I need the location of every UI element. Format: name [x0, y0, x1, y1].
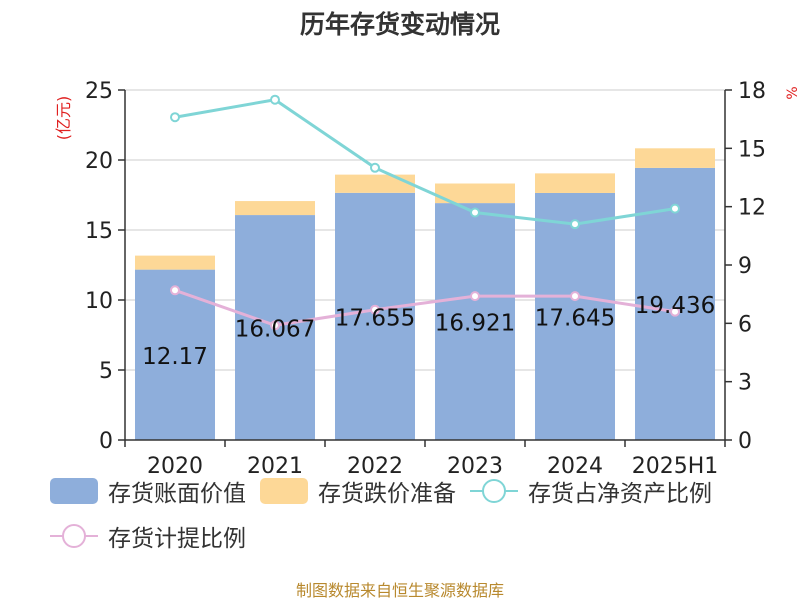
bars-layer	[135, 148, 715, 440]
line-point	[570, 291, 580, 302]
bar-value-label: 16.067	[235, 317, 315, 343]
legend-label: 存货账面价值	[108, 480, 246, 507]
bar-impairment	[435, 183, 515, 204]
x-tick-label: 2022	[347, 454, 403, 479]
bar-book-value	[335, 192, 415, 440]
data-source-footer: 制图数据来自恒生聚源数据库	[295, 581, 504, 600]
line-point	[170, 285, 180, 296]
left-tick-label: 5	[99, 359, 113, 384]
bar-book-value	[135, 269, 215, 440]
legend-item-provision-ratio[interactable]: 存货计提比例	[50, 519, 246, 553]
bar-book-value	[535, 192, 615, 440]
legend-line-marker-icon	[50, 523, 98, 549]
chart-title: 历年存货变动情况	[300, 10, 500, 39]
legend-item-book-value[interactable]: 存货账面价值	[50, 474, 246, 508]
legend-line-marker-icon	[470, 478, 518, 504]
bar-value-label: 12.17	[142, 344, 208, 370]
line-series-0	[174, 98, 676, 226]
right-tick-label: 0	[738, 429, 752, 454]
bar-value-label: 19.436	[635, 293, 715, 319]
x-tick-label: 2021	[247, 454, 303, 479]
right-tick-label: 3	[738, 371, 752, 396]
line-point	[170, 112, 180, 123]
line-point	[670, 306, 680, 317]
x-tick-label: 2020	[147, 454, 203, 479]
right-tick-label: 12	[738, 196, 766, 221]
y-axis-right-unit: %	[785, 86, 800, 99]
legend-item-net-asset-ratio[interactable]: 存货占净资产比例	[470, 474, 712, 508]
axes: 0 5 10 15 20 25 0 3 6 9 12 15 18 2020 2021 2022 2023 2024…	[54, 79, 800, 479]
bar-impairment	[235, 201, 315, 216]
line-point	[470, 207, 480, 218]
line-point	[270, 320, 280, 331]
bar-impairment	[635, 148, 715, 168]
line-series-1	[174, 288, 676, 327]
bar-impairment	[535, 173, 615, 193]
line-point	[370, 162, 380, 173]
bar-impairment	[335, 174, 415, 193]
y-axis-left-unit: (亿元)	[54, 96, 73, 141]
left-tick-label: 25	[85, 79, 113, 104]
grid-lines	[125, 89, 725, 371]
legend-swatch-impairment	[260, 477, 308, 504]
legend: 存货账面价值 存货跌价准备 存货占净资产比例 存货计提比例	[50, 468, 790, 558]
bar-value-label: 16.921	[435, 311, 515, 337]
legend-label: 存货计提比例	[108, 525, 246, 552]
x-tick-label: 2023	[447, 454, 503, 479]
legend-item-impairment[interactable]: 存货跌价准备	[260, 474, 456, 508]
x-tick-label: 2024	[547, 454, 603, 479]
legend-label: 存货跌价准备	[318, 480, 456, 507]
left-tick-label: 15	[85, 219, 113, 244]
right-tick-label: 6	[738, 312, 752, 337]
right-tick-label: 9	[738, 254, 752, 279]
line-point	[670, 203, 680, 214]
bar-book-value	[435, 203, 515, 440]
x-tick-label: 2025H1	[632, 454, 719, 479]
lines-layer	[170, 94, 680, 331]
left-tick-label: 10	[85, 289, 113, 314]
right-tick-label: 18	[738, 79, 766, 104]
data-labels: 12.17 16.067 17.655 16.921 17.645 19.436	[142, 293, 715, 370]
bar-value-label: 17.655	[335, 305, 415, 331]
legend-swatch-book-value	[50, 477, 98, 504]
left-tick-label: 20	[85, 149, 113, 174]
line-point	[270, 94, 280, 105]
left-tick-label: 0	[99, 429, 113, 454]
line-point	[570, 219, 580, 230]
bar-impairment	[135, 255, 215, 270]
line-point	[370, 304, 380, 315]
legend-label: 存货占净资产比例	[528, 480, 712, 507]
right-tick-label: 15	[738, 137, 766, 162]
line-point	[470, 291, 480, 302]
bar-value-label: 17.645	[535, 305, 615, 331]
